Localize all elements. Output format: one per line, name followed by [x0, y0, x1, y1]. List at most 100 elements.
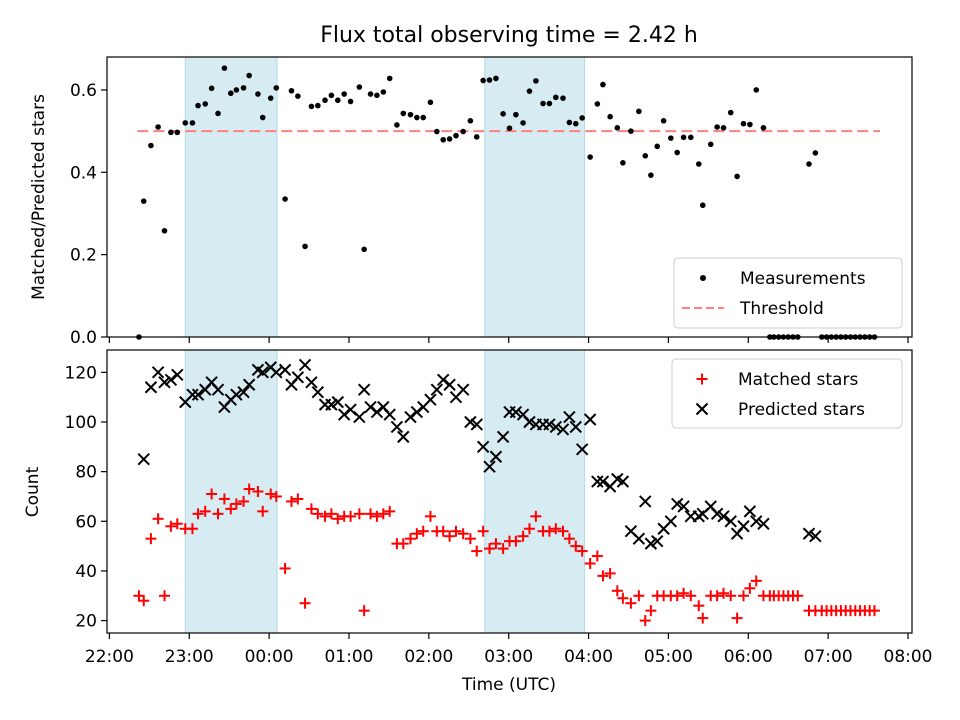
cross-stroke: [443, 378, 456, 391]
measurement-point: [607, 113, 613, 120]
matched-star-point: [570, 540, 582, 552]
matched-star-point: [371, 510, 383, 522]
predicted-star-point: [750, 515, 763, 528]
measurement-point: [467, 118, 474, 124]
measurement-point: [480, 77, 486, 84]
matched-star-point: [424, 510, 436, 522]
matched-star-point: [625, 597, 637, 609]
measurement-point: [513, 111, 519, 118]
measurement-point: [227, 90, 234, 97]
predicted-star-point: [151, 366, 165, 379]
measurement-point: [707, 141, 714, 148]
predicted-star-point: [242, 378, 256, 391]
predicted-star-point: [186, 388, 199, 401]
cross-stroke: [230, 388, 243, 401]
cross-stroke: [583, 413, 597, 426]
cross-stroke: [556, 423, 570, 436]
matched-star-point: [353, 508, 365, 520]
measurement-point: [546, 100, 553, 107]
cross-stroke: [516, 408, 530, 421]
x-tick-label: 03:00: [484, 647, 533, 667]
measurement-point: [540, 100, 546, 107]
bottom-y-ticks: 20 40 60 80 100 120: [65, 363, 107, 632]
predicted-star-point: [256, 366, 269, 379]
predicted-star-point: [270, 366, 283, 379]
cross-stroke: [383, 408, 396, 421]
cross-stroke: [430, 383, 444, 396]
measurement-point: [315, 102, 321, 109]
matched-star-point: [464, 533, 476, 545]
cross-stroke: [344, 403, 357, 416]
measurement-point: [174, 129, 181, 136]
measurement-point: [680, 134, 687, 141]
measurement-point: [760, 125, 767, 131]
cross-stroke: [242, 378, 256, 391]
x-tick-label: 01:00: [324, 647, 373, 667]
x-tick-label: 02:00: [404, 647, 453, 667]
measurement-point: [361, 246, 367, 253]
cross-stroke: [569, 420, 582, 434]
measurement-point: [221, 65, 228, 71]
measurement-point: [295, 93, 301, 99]
predicted-star-point: [353, 410, 366, 424]
measurement-point: [560, 95, 566, 101]
predicted-star-point: [591, 475, 604, 488]
matched-star-point: [377, 508, 389, 520]
measurement-point: [493, 75, 499, 82]
predicted-star-point: [410, 405, 424, 419]
cross-stroke: [437, 373, 450, 386]
matched-star-point: [725, 590, 737, 602]
matched-star-point: [159, 590, 170, 602]
matched-star-point: [576, 545, 588, 557]
measurement-point: [255, 91, 261, 97]
matched-star-point: [225, 503, 237, 515]
matched-star-point: [639, 615, 651, 627]
measurement-point: [240, 85, 247, 91]
cross-stroke: [644, 537, 658, 550]
cross-stroke: [151, 366, 165, 379]
cross-stroke: [158, 376, 171, 389]
measurement-point: [566, 119, 573, 126]
measurement-point: [620, 160, 626, 166]
predicted-star-point: [724, 515, 737, 528]
matched-star-point: [633, 590, 645, 602]
measurement-point: [168, 129, 174, 136]
bottom-shaded-intervals: [184, 349, 586, 634]
matched-star-point: [731, 612, 743, 624]
measurement-point: [380, 89, 387, 95]
shaded-interval: [484, 56, 586, 338]
y-tick-label: 60: [75, 512, 97, 532]
cross-stroke: [611, 472, 624, 486]
cross-stroke: [616, 475, 630, 488]
predicted-star-point: [523, 415, 536, 429]
cross-stroke: [509, 405, 523, 419]
measurement-point: [628, 128, 634, 134]
predicted-star-point: [671, 497, 684, 511]
cross-stroke: [523, 415, 536, 429]
cross-stroke: [757, 517, 770, 530]
y-tick-label: 0.2: [70, 246, 97, 266]
cross-stroke: [171, 368, 184, 382]
top-y-ticks: 0.0 0.2 0.4 0.6: [70, 81, 107, 348]
x-tick-label: 05:00: [644, 647, 693, 667]
measurement-point: [273, 85, 280, 91]
top-x-ticks: [108, 337, 909, 343]
measurement-point: [386, 75, 393, 82]
bottom-panel: 20 40 60 80 100 120 22:00 23:00 00:00 01:00 02:00…: [23, 349, 933, 695]
measurement-point: [473, 134, 480, 140]
predicted-star-point: [737, 520, 750, 533]
predicted-star-point: [569, 420, 582, 434]
measurement-point: [440, 136, 447, 143]
x-tick-label: 08:00: [884, 647, 933, 667]
legend-matched-label: Matched stars: [738, 370, 858, 390]
cross-stroke: [809, 529, 822, 543]
cross-stroke: [456, 383, 470, 396]
measurement-point: [434, 128, 440, 135]
measurement-point: [400, 110, 407, 117]
matched-star-point: [206, 488, 218, 500]
x-tick-label: 23:00: [165, 647, 214, 667]
cross-stroke: [563, 410, 576, 424]
cross-stroke: [205, 376, 218, 389]
legend-predicted-label: Predicted stars: [738, 400, 865, 420]
